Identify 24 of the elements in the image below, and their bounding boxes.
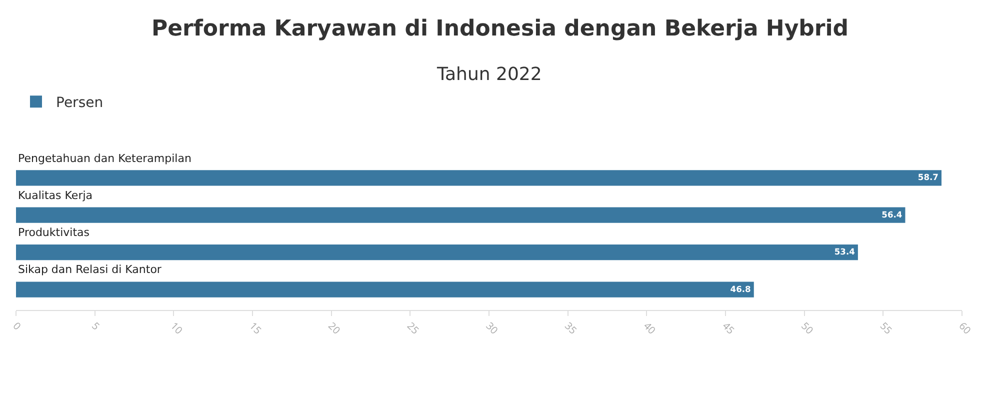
- legend-label: Persen: [56, 95, 104, 112]
- data-label: 53.4: [834, 246, 856, 257]
- x-tick-label: 30: [483, 318, 502, 337]
- y-tick-label: Sikap dan Relasi di Kantor: [18, 263, 162, 276]
- x-tick-label: 60: [956, 318, 975, 337]
- chart-subtitle: Tahun 2022: [436, 64, 542, 85]
- x-tick-label: 40: [641, 318, 660, 337]
- x-tick-label: 15: [246, 318, 266, 337]
- y-tick-label: Kualitas Kerja: [18, 189, 93, 202]
- x-tick-label: 50: [798, 318, 817, 337]
- x-tick-label: 0: [10, 318, 24, 333]
- x-tick-label: 5: [89, 318, 104, 333]
- y-tick-label: Pengetahuan dan Keterampilan: [18, 152, 192, 165]
- data-label: 56.4: [882, 209, 902, 220]
- x-tick-label: 10: [168, 318, 186, 337]
- x-tick-label: 35: [562, 318, 580, 337]
- data-label: 46.8: [730, 284, 752, 294]
- x-tick-label: 20: [326, 318, 344, 337]
- x-tick-label: 25: [404, 318, 423, 337]
- x-tick-label: 55: [878, 318, 896, 337]
- x-tick-label: 45: [720, 318, 738, 337]
- y-tick-label: Produktivitas: [18, 226, 90, 239]
- data-label: 58.7: [918, 172, 939, 182]
- chart-title: Performa Karyawan di Indonesia dengan Bekerja Hybrid: [151, 16, 849, 42]
